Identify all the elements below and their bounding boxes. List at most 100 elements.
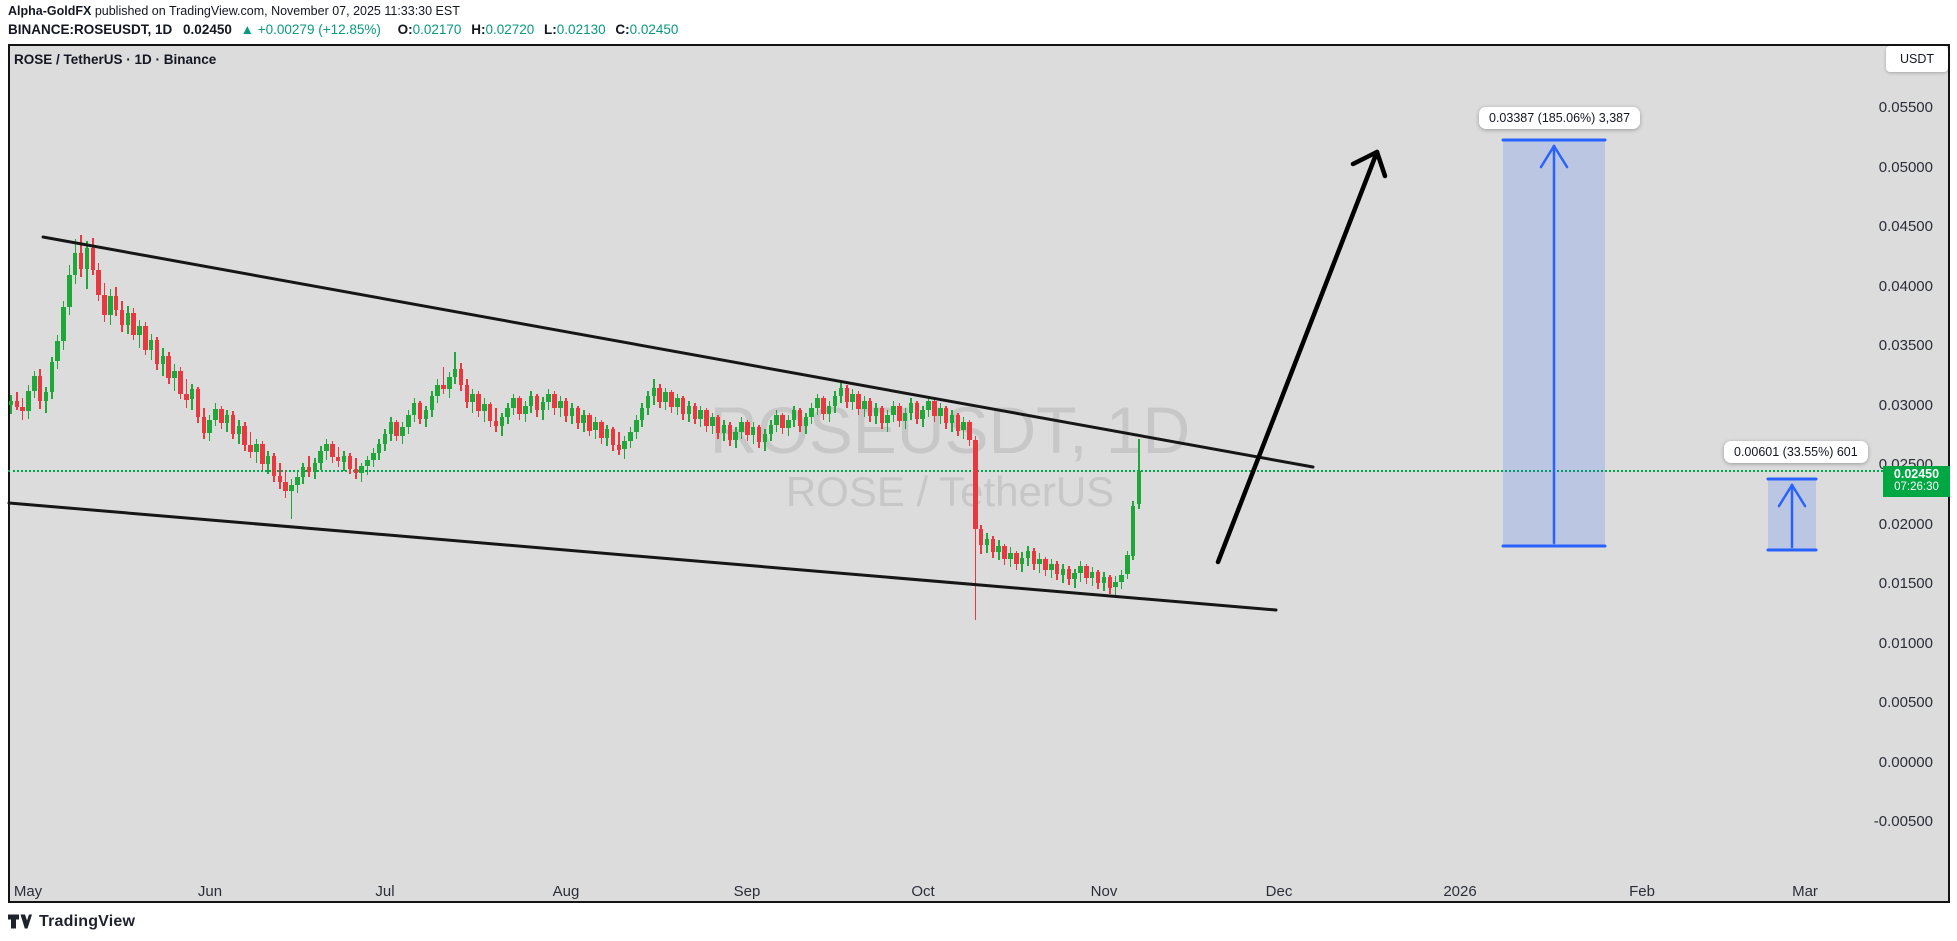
price-axis-tick[interactable]: 0.05000	[1878, 159, 1933, 176]
price-axis-tick[interactable]: 0.04500	[1878, 218, 1933, 235]
candle-body	[745, 422, 750, 436]
candle-body	[967, 422, 972, 441]
projection-label-big[interactable]: 0.03387 (185.06%) 3,387	[1479, 107, 1641, 129]
candle-body	[37, 375, 43, 401]
tradingview-logo[interactable]: TradingView	[8, 912, 135, 931]
price-axis-tick[interactable]: 0.02000	[1878, 516, 1933, 533]
candle-body	[359, 466, 364, 474]
candle-body	[990, 538, 996, 552]
candle-body	[289, 485, 294, 492]
candle-body	[908, 403, 914, 413]
candle-body	[961, 422, 966, 431]
candle-body	[137, 325, 142, 336]
candle-body	[622, 441, 627, 450]
candle-body	[143, 325, 148, 350]
time-axis-tick[interactable]: Nov	[1090, 883, 1118, 900]
time-axis-tick[interactable]: Oct	[911, 883, 935, 900]
price-axis-tick[interactable]: 0.05500	[1878, 99, 1933, 116]
candle-body	[809, 407, 814, 418]
chart-plot-area[interactable]	[8, 44, 1950, 903]
candle-body	[476, 393, 481, 412]
candle-body	[429, 396, 435, 411]
time-axis-tick[interactable]: 2026	[1443, 883, 1477, 900]
candle-body	[1025, 550, 1031, 558]
candle-body	[826, 405, 832, 414]
candle-body	[756, 426, 762, 443]
candle-body	[587, 415, 592, 431]
candle-body	[1037, 559, 1042, 564]
quote-line: BINANCE:ROSEUSDT, 1D 0.02450 ▲ +0.00279 …	[8, 21, 1908, 39]
candle-body	[733, 431, 738, 440]
candle-body	[347, 455, 353, 469]
candle-body	[505, 407, 510, 418]
candle-body	[400, 426, 405, 437]
candle-body	[201, 417, 207, 433]
time-axis-tick[interactable]: Mar	[1792, 883, 1818, 900]
candle-body	[920, 410, 925, 419]
publish-info: published on TradingView.com, November 0…	[94, 4, 460, 18]
candle-body	[84, 248, 90, 269]
candle-body	[850, 393, 855, 402]
candle-body	[774, 415, 779, 425]
time-axis-tick[interactable]: Feb	[1629, 883, 1655, 900]
candle-body	[1066, 568, 1072, 580]
publish-info-line: Alpha-GoldFX published on TradingView.co…	[8, 3, 1908, 19]
candle-body	[657, 387, 662, 402]
price-axis-tick[interactable]: 0.00000	[1878, 754, 1933, 771]
time-axis-tick[interactable]: Jul	[375, 883, 395, 900]
price-axis-tick[interactable]: 0.01000	[1878, 635, 1933, 652]
candle-body	[353, 468, 359, 474]
open-value: 0.02170	[412, 22, 462, 37]
candle-body	[178, 371, 183, 394]
candle-body	[832, 396, 838, 406]
candle-body	[341, 455, 347, 462]
candle-body	[973, 440, 978, 530]
price-axis-tick[interactable]: 0.03500	[1878, 337, 1933, 354]
candle-body	[750, 426, 756, 436]
symbol-name: BINANCE:ROSEUSDT, 1D	[8, 22, 173, 37]
price-axis-tick[interactable]: 0.03000	[1878, 397, 1933, 414]
watermark-symbol: ROSEUSDT, 1D	[709, 393, 1191, 467]
candle-body	[365, 460, 370, 467]
candle-body	[1072, 573, 1077, 580]
candle-body	[119, 310, 125, 325]
candle-body	[487, 404, 493, 421]
price-axis-tick[interactable]: 0.04000	[1878, 278, 1933, 295]
candle-body	[797, 410, 803, 426]
candle-body	[248, 444, 253, 452]
candle-body	[318, 450, 323, 463]
close-label: C:	[615, 22, 630, 37]
price-axis-tick[interactable]: 0.00500	[1878, 694, 1933, 711]
price-axis-tick[interactable]: 0.01500	[1878, 575, 1933, 592]
candle-body	[938, 407, 943, 417]
candle-body	[96, 269, 101, 295]
bar-countdown: 07:26:30	[1894, 481, 1939, 494]
candle-body	[675, 398, 680, 407]
currency-toggle-button[interactable]: USDT	[1886, 46, 1948, 72]
time-axis-tick[interactable]: Jun	[197, 883, 223, 900]
candle-body	[102, 294, 107, 315]
close-value: 0.02450	[629, 22, 679, 37]
current-price-axis-label: 0.02450 07:26:30	[1883, 466, 1950, 497]
candle-body	[230, 415, 236, 434]
candle-body	[862, 400, 867, 409]
candle-body	[710, 417, 715, 426]
candle-body	[610, 429, 616, 445]
candle-body	[552, 393, 557, 408]
candle-body	[236, 425, 242, 434]
time-axis-tick[interactable]: Sep	[733, 883, 761, 900]
candle-body	[1078, 566, 1083, 574]
price-axis-tick[interactable]: -0.00500	[1873, 813, 1933, 830]
candle-body	[406, 415, 411, 427]
candle-body	[873, 407, 879, 417]
candle-body	[435, 385, 440, 396]
projection-label-small[interactable]: 0.00601 (33.55%) 601	[1724, 441, 1868, 463]
time-axis-tick[interactable]: May	[13, 883, 43, 900]
publisher-name: Alpha-GoldFX	[8, 4, 92, 18]
time-axis-tick[interactable]: Aug	[552, 883, 580, 900]
time-axis-tick[interactable]: Dec	[1265, 883, 1293, 900]
candle-body	[452, 368, 458, 377]
candle-body	[219, 409, 224, 424]
candle-body	[1101, 576, 1107, 583]
candle-body	[423, 410, 429, 419]
